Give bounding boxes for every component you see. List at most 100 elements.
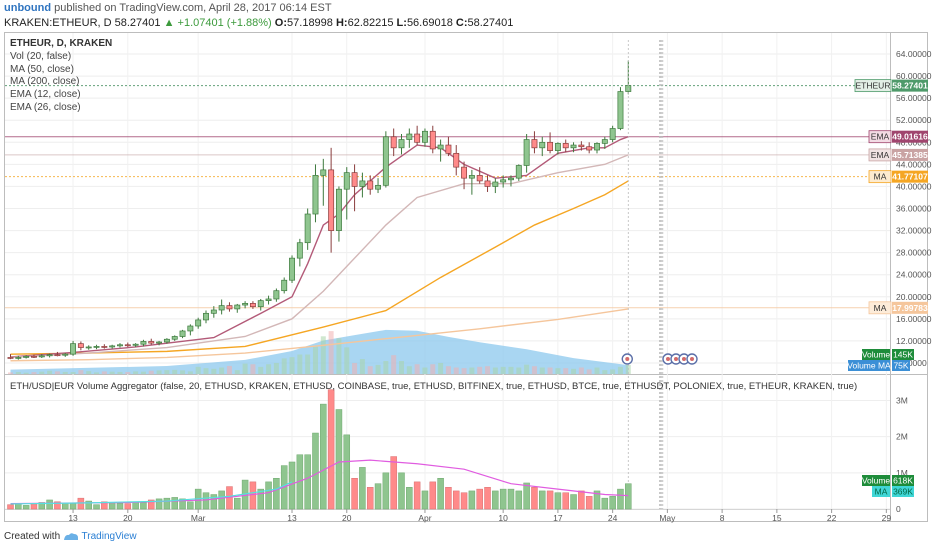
volume-bar: [69, 503, 77, 510]
volume-bar: [327, 389, 335, 510]
candle-body: [203, 312, 209, 321]
volume-bar-main: [531, 366, 537, 374]
volume-bar-main: [367, 366, 373, 374]
price-tag-name: EMA: [871, 150, 890, 160]
volume-bar: [218, 490, 225, 510]
candle-body: [343, 172, 350, 190]
volume-bar: [460, 492, 468, 510]
volume-bar-main: [430, 364, 436, 374]
author-link[interactable]: unbound: [4, 2, 52, 14]
lower-volume-ma-line-0: [10, 459, 629, 505]
candle-body: [398, 139, 405, 149]
candle-body: [437, 144, 444, 150]
publish-info: unbound published on TradingView.com, Ap…: [4, 2, 332, 14]
ma-line-2: [10, 136, 629, 358]
volume-bar-main: [524, 364, 530, 374]
volume-bar: [437, 478, 444, 510]
x-tick-label: 20: [123, 513, 133, 523]
volume-bar-main: [258, 366, 264, 374]
lower-ma-tag-value: 369K: [893, 487, 913, 497]
legend-item-ma200[interactable]: MA (200, close): [10, 76, 80, 88]
candle-body: [367, 180, 374, 190]
volume-bar: [359, 467, 366, 510]
volume-bar: [625, 483, 632, 510]
volume-bar-main: [31, 372, 37, 374]
tradingview-brand[interactable]: TradingView: [81, 531, 137, 542]
price-tag-value: 49.01616: [892, 132, 928, 142]
volume-bar-main: [8, 372, 13, 374]
open-value: 57.18998: [287, 17, 333, 29]
lower-pane-legend[interactable]: ETH/USD|EUR Volume Aggregator (false, 20…: [10, 381, 858, 392]
volume-tag-value-box: [892, 349, 914, 360]
legend-item-ema12[interactable]: EMA (12, close): [10, 89, 81, 101]
volume-bar: [249, 481, 257, 510]
volume-bar: [578, 490, 585, 510]
event-marker-dot: [666, 357, 670, 361]
candle-body: [218, 305, 225, 311]
volume-bar-main: [101, 371, 107, 374]
candle-body: [578, 144, 585, 148]
x-tick-label: 24: [608, 513, 618, 523]
candle-body: [140, 341, 147, 345]
volume-bar-main: [399, 361, 404, 374]
volume-bar-main: [266, 364, 272, 374]
y-tick-label: 24.00000: [896, 270, 932, 280]
candle-body: [335, 188, 342, 231]
legend-title: ETHEUR, D, KRAKEN: [10, 38, 113, 49]
volume-bar: [570, 494, 577, 510]
volume-bar-main: [391, 355, 397, 374]
x-tick-label: 10: [498, 513, 508, 523]
volume-bar: [546, 490, 554, 510]
y-tick-label: 8.00000: [896, 358, 927, 368]
high-value: 62.82215: [347, 17, 394, 29]
volume-bar-main: [578, 367, 584, 374]
x-tick-label: 13: [68, 513, 78, 523]
volume-bar: [38, 502, 46, 510]
volume-bar: [554, 492, 562, 510]
price-tag-name-box: [868, 130, 892, 144]
volume-bar-main: [477, 366, 483, 374]
volume-bar-main: [508, 366, 514, 374]
volume-bar-main: [375, 364, 381, 374]
volume-bar: [523, 482, 530, 510]
candle-body: [257, 300, 264, 308]
volume-bar: [234, 497, 241, 510]
candle-body: [15, 357, 22, 359]
volume-bar-main: [250, 364, 256, 374]
legend-item-vol[interactable]: Vol (20, false): [10, 50, 72, 62]
volume-bar: [593, 490, 601, 510]
lower-volume-ma-line-1: [10, 481, 293, 505]
volume-ma-tag-value-box: [892, 360, 910, 371]
volume-bar-main: [219, 367, 225, 374]
volume-bar-main: [148, 370, 154, 374]
volume-bar-main: [172, 369, 178, 374]
symbol-quote-line: KRAKEN:ETHEUR, D 58.27401 ▲ +1.07401 (+1…: [4, 17, 513, 29]
candle-body: [523, 139, 530, 166]
candle-body: [586, 146, 593, 151]
volume-bar-main: [461, 368, 467, 374]
volume-bar-main: [336, 338, 342, 374]
volume-bar-main: [617, 366, 623, 374]
price-change: ▲ +1.07401 (+1.88%): [163, 17, 272, 29]
legend-item-ma50[interactable]: MA (50, close): [10, 63, 74, 75]
ma-line-0: [10, 180, 629, 355]
lower-ma-tag-name-box: [872, 486, 890, 497]
volume-bar-main: [445, 366, 451, 374]
candle-body: [31, 355, 37, 358]
price-tag-value: 58.27401: [892, 81, 928, 91]
candle-body: [179, 330, 186, 337]
volume-bar-main: [140, 371, 146, 374]
volume-bar-main: [23, 372, 29, 374]
legend-item-ema26[interactable]: EMA (26, close): [10, 101, 81, 113]
y-tick-label: 60.00000: [896, 71, 932, 81]
volume-bar: [609, 496, 616, 510]
volume-bar-main: [281, 358, 287, 374]
event-marker-dot: [682, 357, 686, 361]
volume-bar: [140, 502, 147, 510]
candle-body: [429, 130, 436, 150]
volume-bar: [30, 503, 38, 510]
candle-body: [320, 169, 327, 176]
volume-bar: [429, 481, 437, 510]
candle-body: [562, 143, 569, 149]
